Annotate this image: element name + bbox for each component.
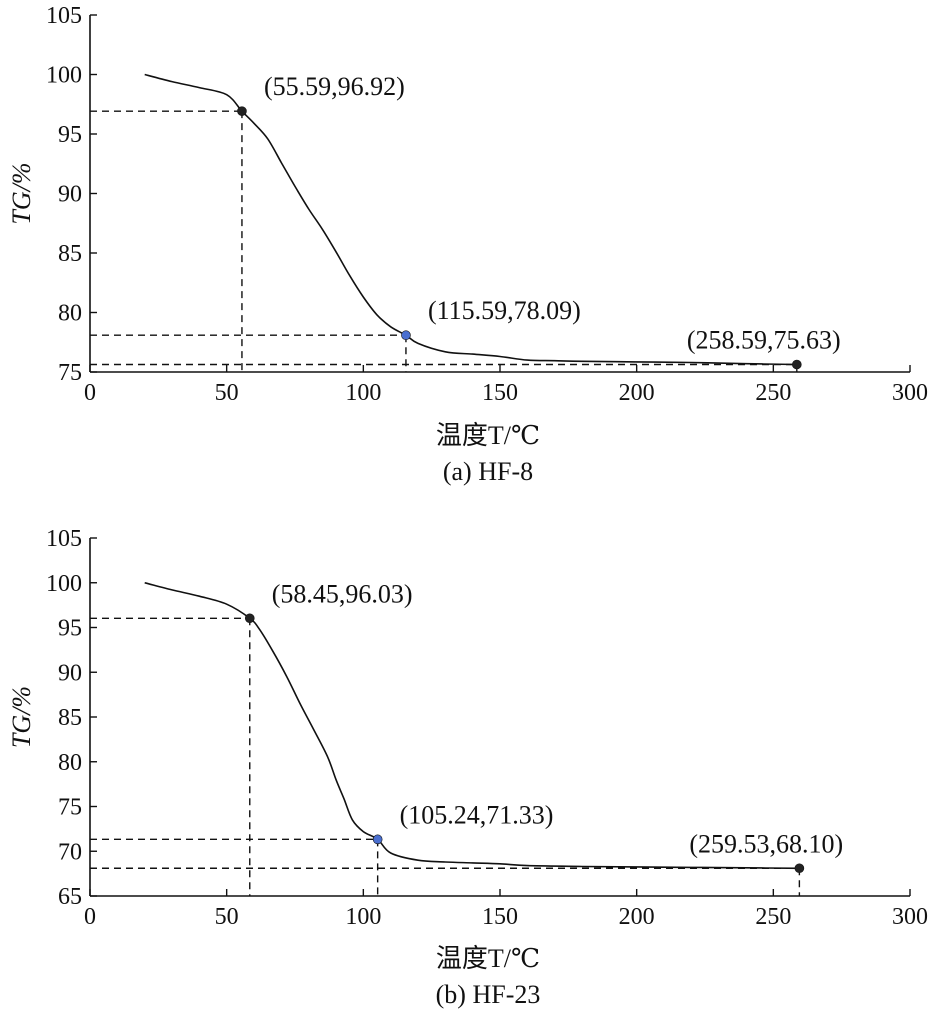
data-point-label: (258.59,75.63) — [687, 326, 841, 355]
data-point-marker — [244, 613, 255, 624]
y-tick-label: 100 — [46, 63, 82, 89]
y-axis-label: TG/% — [7, 686, 36, 748]
y-tick-label: 85 — [58, 705, 82, 731]
panel-caption: (b) HF-23 — [436, 980, 541, 1009]
data-point-label: (115.59,78.09) — [428, 296, 581, 325]
data-point-marker — [792, 359, 802, 370]
tg-curve — [144, 582, 800, 870]
tg-curve — [144, 73, 797, 366]
x-axis-label: 温度T/℃ — [436, 421, 540, 450]
y-tick-label: 100 — [46, 571, 82, 597]
y-tick-label: 85 — [58, 241, 82, 267]
x-tick-label: 100 — [345, 380, 381, 406]
y-tick-label: 80 — [58, 301, 82, 327]
y-tick-label: 105 — [46, 3, 82, 29]
data-point-label: (58.45,96.03) — [272, 579, 413, 608]
panel-caption: (a) HF-8 — [443, 457, 533, 486]
x-tick-label: 250 — [755, 380, 791, 406]
y-tick-label: 95 — [58, 122, 82, 148]
data-point-label: (259.53,68.10) — [689, 829, 843, 858]
x-tick-label: 200 — [619, 904, 655, 930]
y-tick-label: 75 — [58, 795, 82, 821]
x-tick-label: 300 — [892, 904, 928, 930]
data-point-marker — [237, 106, 247, 116]
data-point-marker — [401, 330, 411, 341]
x-axis-label: 温度T/℃ — [436, 944, 540, 973]
x-tick-label: 300 — [892, 380, 928, 406]
x-tick-label: 250 — [755, 904, 791, 930]
x-tick-label: 0 — [84, 904, 96, 930]
y-axis-label: TG/% — [7, 162, 36, 224]
x-tick-label: 50 — [215, 380, 239, 406]
y-tick-label: 80 — [58, 750, 82, 776]
x-tick-label: 150 — [482, 904, 518, 930]
data-point-marker — [794, 863, 805, 874]
data-point-label: (105.24,71.33) — [400, 800, 554, 829]
x-tick-label: 0 — [84, 380, 96, 406]
y-tick-label: 95 — [58, 616, 82, 642]
y-tick-label: 70 — [58, 839, 82, 865]
y-tick-label: 90 — [58, 660, 82, 686]
y-tick-label: 105 — [46, 526, 82, 552]
panel-b-hf23: 0 50 100 150 200 250 300 65 70 75 80 85 90 95 100 105 TG… — [7, 526, 928, 1009]
y-tick-label: 75 — [58, 360, 82, 386]
y-tick-label: 65 — [58, 884, 82, 910]
x-tick-label: 50 — [215, 904, 239, 930]
y-tick-label: 90 — [58, 182, 82, 208]
data-point-label: (55.59,96.92) — [264, 72, 405, 101]
x-tick-label: 150 — [482, 380, 518, 406]
x-tick-label: 100 — [345, 904, 381, 930]
x-tick-label: 200 — [619, 380, 655, 406]
panel-a-hf8: 0 50 100 150 200 250 300 75 80 85 90 95 100 105 TG/% 温度… — [7, 3, 928, 486]
data-point-marker — [372, 834, 383, 845]
